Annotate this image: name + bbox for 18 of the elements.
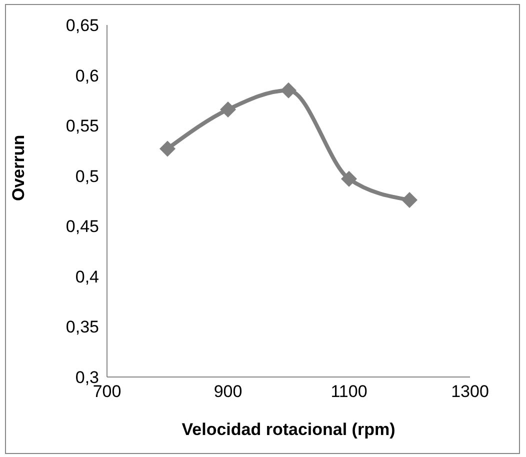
y-axis-title: Overrun [9, 134, 28, 201]
point [402, 192, 418, 208]
point [220, 101, 236, 118]
point [280, 82, 296, 98]
y-tick-label: 0,45 [66, 217, 99, 236]
y-tick-label: 0,35 [66, 318, 99, 337]
y-tick-label: 0,6 [75, 66, 99, 86]
y-tick-label: 0,65 [66, 16, 99, 36]
point [160, 140, 176, 157]
y-tick-label: 0,4 [75, 267, 99, 286]
x-tick-label: 1300 [451, 382, 489, 402]
x-tick-label: 700 [92, 382, 122, 402]
x-axis-title: Velocidad rotacional (rpm) [182, 420, 396, 439]
point [341, 170, 357, 187]
y-tick-label: 0,55 [66, 116, 99, 136]
x-tick-label: 900 [214, 382, 242, 402]
x-tick-label: 1100 [330, 382, 368, 402]
y-tick-label: 0,5 [75, 166, 99, 186]
